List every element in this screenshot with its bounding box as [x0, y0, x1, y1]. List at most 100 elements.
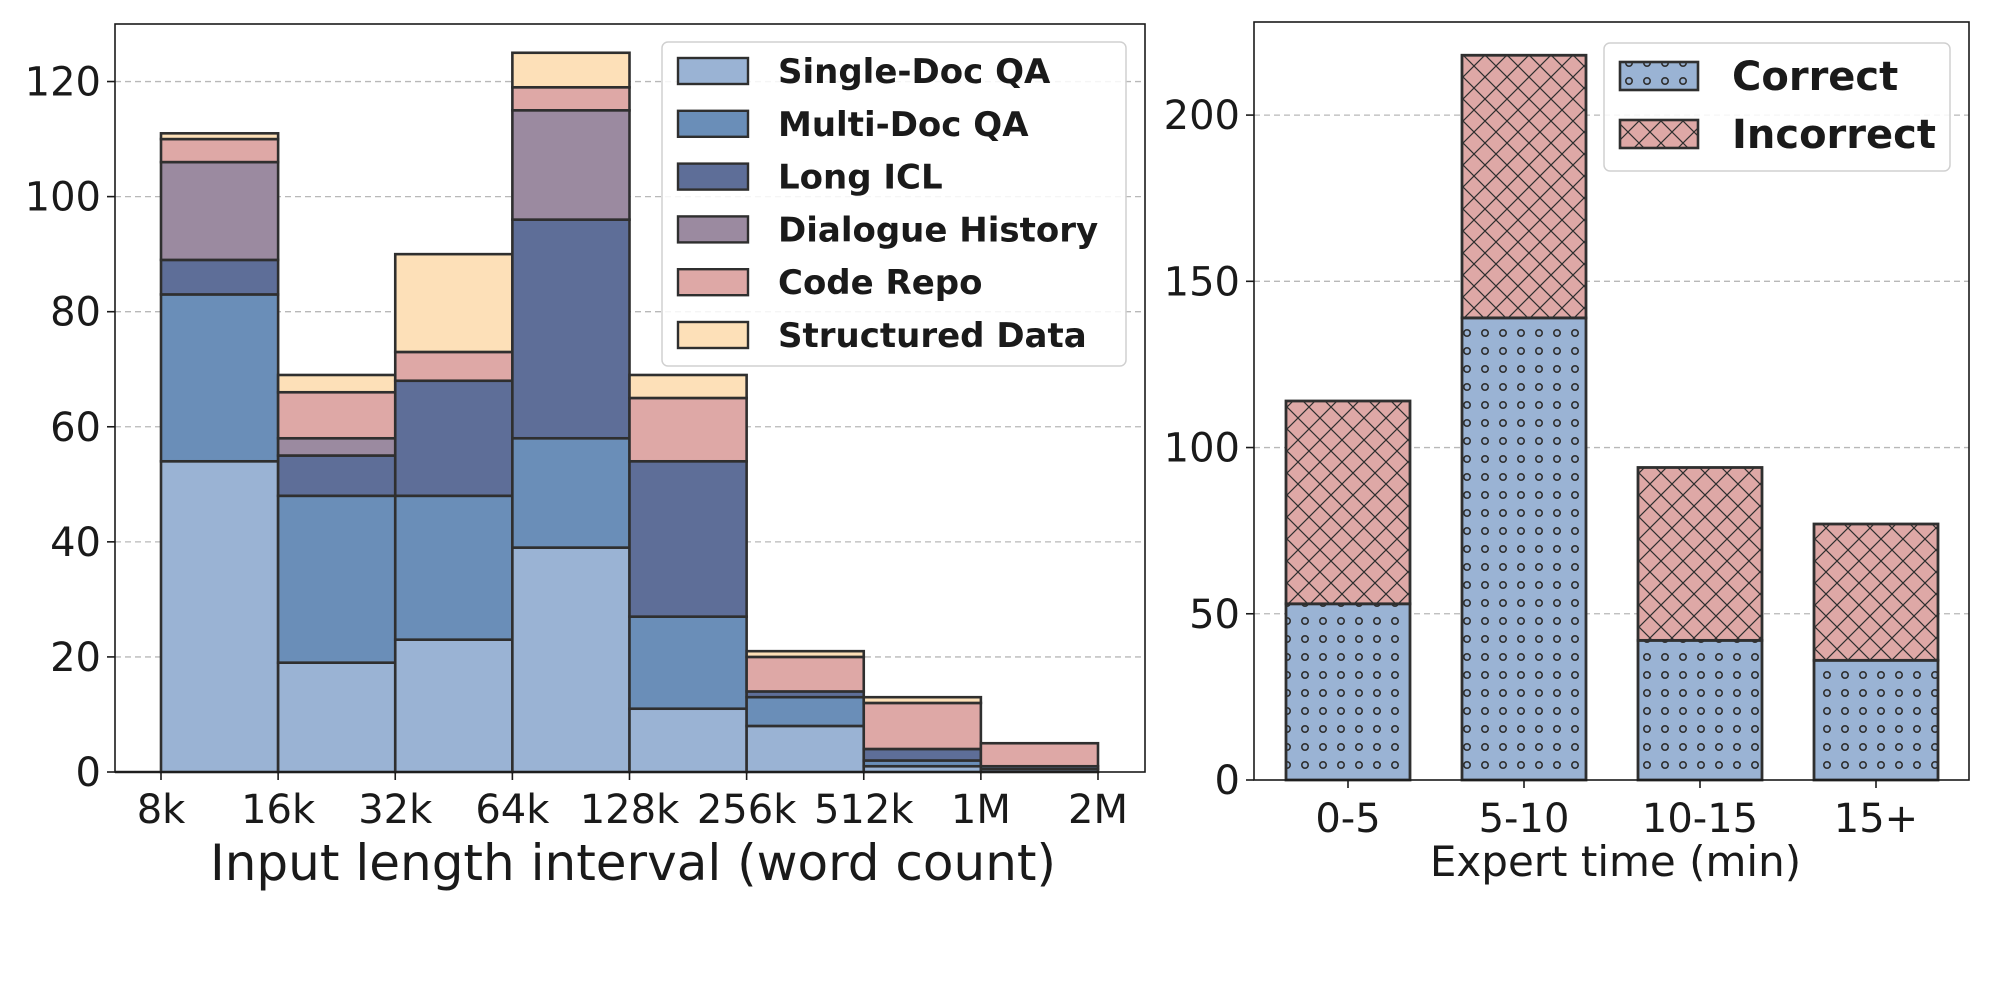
left-y-tick-label: 20 [50, 635, 101, 681]
legend-swatch-multi-doc-qa [676, 109, 750, 139]
legend-swatch-structured-data [676, 320, 750, 350]
bar-segment-structured-data [745, 649, 866, 659]
bar-segment-long-icl [159, 258, 280, 296]
bar-segment-correct [1284, 602, 1412, 782]
histogram-panel: 0 20 40 60 80 100 120 8k 16k 32k 64k 128k 256k 512k 1… [25, 23, 1146, 892]
bar-segment-multi-doc-qa [393, 494, 514, 641]
left-x-tick-label: 8k [137, 787, 186, 833]
left-x-tick-label: 256k [697, 787, 797, 833]
bar-segment-correct [1460, 316, 1588, 782]
bar-segment-single-doc-qa [511, 546, 631, 774]
bar-segment-single-doc-qa [276, 661, 397, 774]
left-y-tick-label: 40 [50, 520, 101, 566]
right-x-tick-label: 10-15 [1642, 796, 1758, 842]
bar-segment-incorrect [1460, 53, 1588, 320]
bar-segment-multi-doc-qa [159, 293, 280, 463]
right-y-tick-label: 150 [1164, 259, 1240, 305]
legend-label-dialogue-history: Dialogue History [778, 210, 1098, 250]
left-x-ticks: 8k 16k 32k 64k 128k 256k 512k 1M 2M [137, 772, 1128, 833]
bar-segment-code-repo [159, 137, 280, 164]
bar-segment-single-doc-qa [628, 707, 748, 774]
right-x-tick-label: 15+ [1834, 796, 1918, 842]
bar-segment-long-icl [393, 379, 514, 498]
bar-segment-dialogue-history [276, 436, 397, 457]
bar-segment-code-repo [979, 741, 1100, 768]
bar-segment-structured-data [511, 51, 631, 89]
bar-segment-multi-doc-qa [276, 494, 397, 664]
left-x-tick-label: 1M [951, 787, 1011, 833]
bar-segment-structured-data [393, 252, 514, 354]
legend-label-incorrect: Incorrect [1732, 112, 1936, 158]
legend-label-code-repo: Code Repo [778, 263, 982, 303]
left-x-tick-label: 64k [475, 787, 550, 833]
left-y-tick-label: 60 [50, 405, 101, 451]
bar-segment-code-repo [862, 701, 983, 751]
left-bars [115, 51, 1100, 774]
bar-segment-dialogue-history [159, 160, 280, 262]
right-x-ticks: 0-5 5-10 10-15 15+ [1315, 780, 1918, 842]
bar-segment-single-doc-qa [159, 459, 280, 774]
bar-segment-multi-doc-qa [628, 615, 748, 711]
bar-segment-code-repo [276, 390, 397, 440]
bar-segment-incorrect [1812, 522, 1940, 662]
legend-swatch-single-doc-qa [676, 56, 750, 86]
bar-segment-structured-data [628, 373, 748, 400]
left-legend: Single-Doc QA Multi-Doc QA Long ICL Dialogu… [661, 41, 1127, 367]
bar-segment-multi-doc-qa [745, 695, 866, 728]
left-x-tick-label: 512k [814, 787, 914, 833]
legend-swatch-dialogue-history [676, 215, 750, 244]
right-x-axis-title: Expert time (min) [1430, 837, 1801, 886]
bar-segment-dialogue-history [511, 109, 631, 221]
left-x-tick-label: 16k [241, 787, 316, 833]
right-legend: Correct Incorrect [1603, 42, 1951, 172]
bar-segment-single-doc-qa [393, 638, 514, 774]
bar-segment-long-icl [276, 454, 397, 498]
legend-label-structured-data: Structured Data [778, 316, 1087, 356]
legend-swatch-code-repo [676, 268, 750, 297]
left-y-tick-label: 0 [76, 750, 101, 796]
right-y-tick-label: 200 [1164, 93, 1240, 139]
left-x-axis-title: Input length interval (word count) [210, 834, 1056, 892]
left-x-tick-label: 32k [358, 787, 433, 833]
bar-segment-long-icl [862, 747, 983, 762]
bar-segment-code-repo [393, 350, 514, 383]
right-y-ticks: 0 50 100 150 200 [1164, 93, 1254, 804]
left-y-tick-label: 80 [50, 290, 101, 336]
right-x-tick-label: 0-5 [1315, 796, 1380, 842]
right-y-tick-label: 0 [1215, 758, 1240, 804]
right-bars [1284, 53, 1940, 782]
left-x-tick-label: 128k [580, 787, 680, 833]
left-x-tick-label: 2M [1068, 787, 1128, 833]
bar-segment-long-icl [511, 218, 631, 440]
bar-segment-structured-data [159, 132, 280, 141]
bar-segment-correct [1636, 638, 1764, 782]
left-legend-box [661, 41, 1127, 367]
legend-label-correct: Correct [1732, 54, 1898, 100]
left-y-ticks: 0 20 40 60 80 100 120 [25, 60, 115, 796]
bar-segment-long-icl [628, 459, 748, 618]
right-y-tick-label: 50 [1189, 592, 1240, 638]
legend-label-single-doc-qa: Single-Doc QA [778, 52, 1051, 92]
bar-segment-code-repo [628, 396, 748, 463]
right-plot-frame [1253, 21, 1970, 781]
legend-swatch-incorrect [1618, 118, 1700, 150]
right-y-tick-label: 100 [1164, 426, 1240, 472]
legend-swatch-long-icl [676, 162, 750, 191]
right-x-tick-label: 5-10 [1479, 796, 1570, 842]
left-y-tick-label: 120 [25, 60, 101, 106]
bar-segment-code-repo [745, 655, 866, 693]
stacked-bar-panel: 0 50 100 150 200 0-5 5-10 10-15 15+ Expert time… [1164, 21, 1970, 886]
bar-segment-correct [1812, 658, 1940, 782]
bar-segment-incorrect [1284, 399, 1412, 606]
bar-segment-structured-data [276, 373, 397, 394]
bar-segment-single-doc-qa [745, 724, 866, 774]
bar-segment-incorrect [1636, 466, 1764, 642]
bar-segment-multi-doc-qa [511, 436, 631, 549]
left-y-tick-label: 100 [25, 175, 101, 221]
legend-label-long-icl: Long ICL [778, 158, 943, 198]
bar-segment-code-repo [511, 85, 631, 112]
legend-label-multi-doc-qa: Multi-Doc QA [778, 105, 1029, 145]
legend-swatch-correct [1618, 60, 1700, 92]
bar-segment-structured-data [862, 695, 983, 705]
